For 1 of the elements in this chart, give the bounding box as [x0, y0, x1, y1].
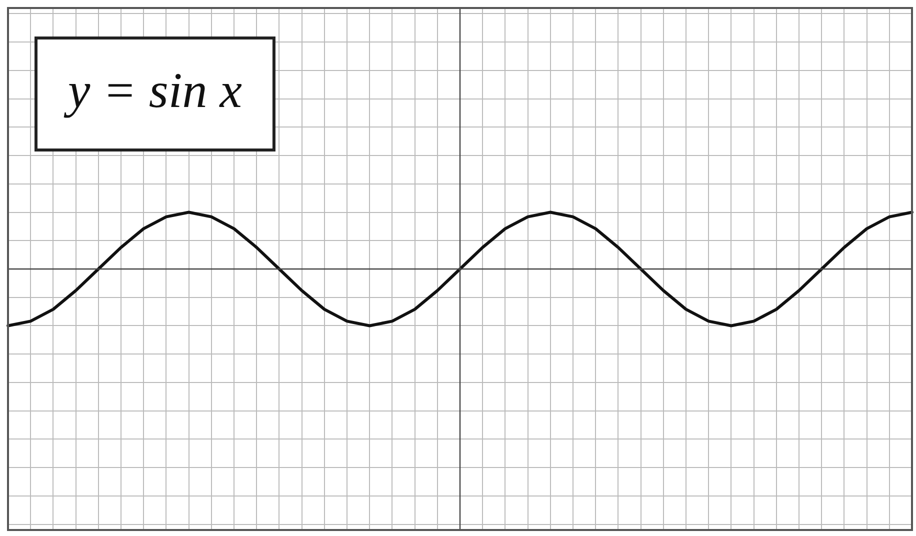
text: y = sin x [63, 62, 242, 118]
